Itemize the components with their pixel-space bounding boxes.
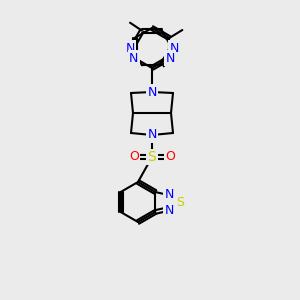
Text: N: N [129, 52, 138, 64]
Text: N: N [169, 41, 179, 55]
Text: S: S [176, 196, 184, 208]
Text: N: N [147, 85, 157, 98]
Text: N: N [147, 128, 157, 142]
Text: N: N [125, 41, 135, 55]
Text: S: S [148, 150, 156, 164]
Text: O: O [165, 151, 175, 164]
Text: N: N [165, 188, 174, 200]
Text: N: N [166, 52, 175, 64]
Text: N: N [165, 203, 174, 217]
Text: O: O [129, 151, 139, 164]
